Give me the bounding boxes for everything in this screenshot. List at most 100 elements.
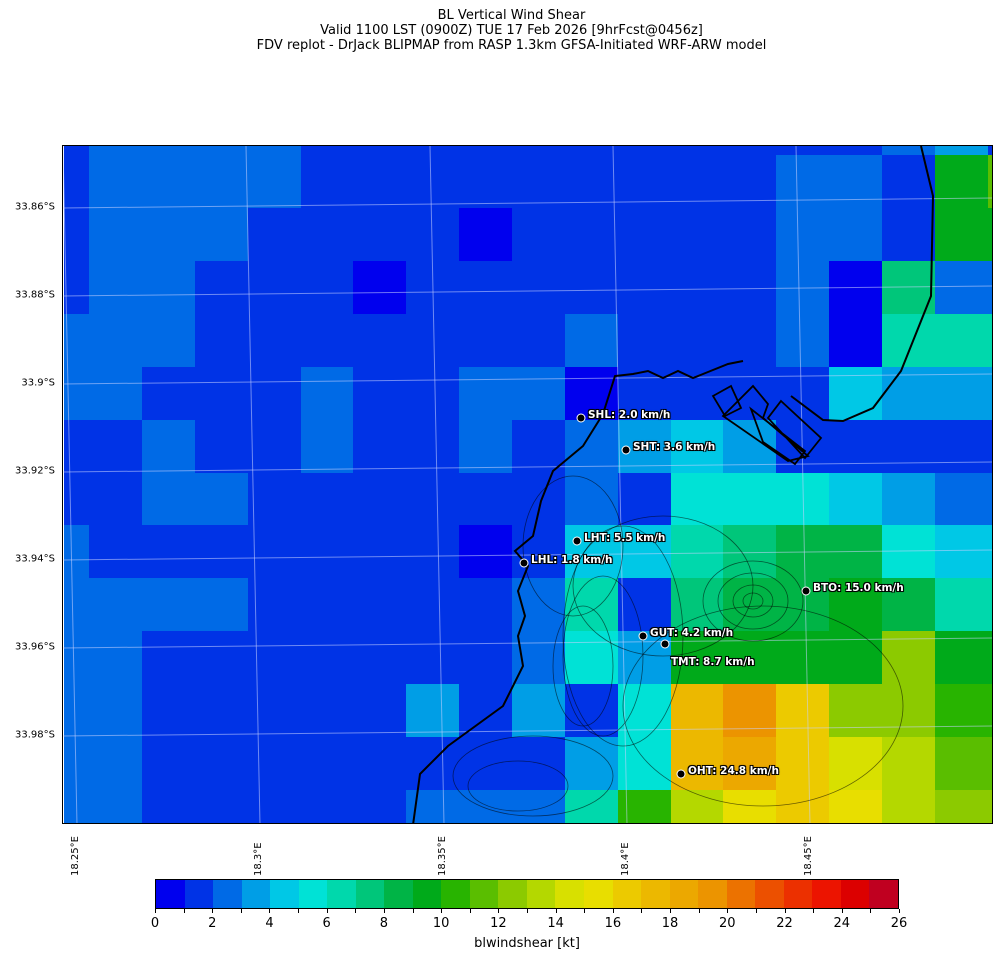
latitude-gridline — [63, 637, 992, 649]
heatmap-cell — [406, 525, 460, 579]
heatmap-cell — [353, 420, 407, 474]
heatmap-cell — [142, 737, 196, 791]
heatmap-cell — [988, 155, 992, 209]
heatmap-cell — [142, 367, 196, 421]
heatmap-cell — [618, 314, 672, 368]
heatmap-cell — [512, 420, 566, 474]
heatmap-cell — [882, 525, 936, 579]
station-marker-tmt[interactable] — [660, 639, 670, 649]
colorbar-tick — [555, 909, 557, 913]
heatmap-cell — [64, 261, 90, 315]
heatmap-cell — [671, 578, 724, 632]
colorbar-tick-label: 2 — [208, 916, 217, 931]
station-marker-gut[interactable] — [638, 631, 648, 641]
station-label-lhl: LHL: 1.8 km/h — [531, 554, 613, 566]
terrain-contour — [467, 760, 569, 812]
heatmap-cell — [988, 208, 992, 262]
heatmap-cell — [935, 790, 989, 823]
heatmap-cell — [353, 314, 407, 368]
heatmap-cell — [776, 367, 830, 421]
heatmap-cell — [195, 314, 249, 368]
station-marker-lht[interactable] — [572, 536, 582, 546]
heatmap-cell — [142, 314, 196, 368]
terrain-contour — [702, 560, 804, 642]
heatmap-cell — [618, 367, 672, 421]
heatmap-cell — [459, 790, 513, 823]
latitude-tick-label: 33.9°S — [21, 377, 55, 389]
station-marker-shl[interactable] — [576, 413, 586, 423]
heatmap-cell — [301, 473, 354, 526]
heatmap-cell — [723, 631, 777, 685]
colorbar-tick — [527, 909, 528, 913]
heatmap-cell — [882, 146, 936, 156]
station-marker-oht[interactable] — [676, 769, 686, 779]
heatmap-cell — [459, 314, 513, 368]
station-label-lht: LHT: 5.5 km/h — [584, 532, 666, 544]
heatmap-cell — [195, 420, 249, 474]
colorbar-tick — [183, 909, 185, 913]
heatmap-cell — [882, 367, 936, 421]
heatmap-cell — [882, 208, 936, 262]
colorbar-bin — [669, 880, 699, 908]
heatmap-cell — [301, 631, 354, 685]
heatmap-cell — [195, 578, 249, 632]
heatmap-cell — [406, 314, 460, 368]
heatmap-cell — [353, 146, 407, 156]
heatmap-cell — [406, 737, 460, 791]
heatmap-cell — [64, 155, 90, 209]
heatmap-cell — [565, 790, 619, 823]
title-line-3: FDV replot - DrJack BLIPMAP from RASP 1.… — [256, 38, 767, 53]
heatmap-cell — [935, 578, 989, 632]
heatmap-cell — [64, 208, 90, 262]
heatmap-cell — [723, 737, 777, 791]
station-marker-lhl[interactable] — [519, 558, 529, 568]
heatmap-cell — [988, 261, 992, 315]
heatmap-cell — [565, 525, 619, 579]
heatmap-cell — [565, 314, 619, 368]
heatmap-cell — [353, 367, 407, 421]
colorbar-tick — [584, 909, 586, 913]
heatmap-cell — [353, 261, 407, 315]
heatmap-cell — [64, 525, 90, 579]
heatmap-cell — [988, 578, 992, 632]
station-marker-bto[interactable] — [801, 586, 811, 596]
heatmap-cell — [882, 631, 936, 685]
colorbar-bin — [812, 880, 841, 908]
heatmap-cell — [565, 146, 619, 156]
station-label-bto: BTO: 15.0 km/h — [813, 582, 904, 594]
station-label-shl: SHL: 2.0 km/h — [588, 409, 671, 421]
heatmap-cell — [512, 261, 566, 315]
heatmap-cell — [618, 473, 672, 526]
heatmap-cell — [353, 631, 407, 685]
heatmap-cell — [512, 367, 566, 421]
heatmap-cell — [723, 684, 777, 738]
heatmap-cell — [301, 578, 354, 632]
terrain-contour — [522, 475, 624, 617]
colorbar-bin — [641, 880, 670, 908]
heatmap-cell — [459, 578, 513, 632]
heatmap-cell — [776, 146, 830, 156]
heatmap-cell — [406, 208, 460, 262]
heatmap-cell — [512, 473, 566, 526]
heatmap-cell — [353, 737, 407, 791]
heatmap-cell — [935, 314, 989, 368]
heatmap-cell — [406, 473, 460, 526]
heatmap-cell — [935, 367, 989, 421]
colorbar-tick — [498, 909, 500, 913]
terrain-contour — [622, 605, 904, 807]
heatmap-cell — [988, 473, 992, 526]
colorbar-tick — [841, 909, 843, 913]
heatmap-cell — [142, 631, 196, 685]
colorbar-tick — [899, 909, 900, 913]
latitude-gridline — [63, 461, 992, 473]
latitude-tick-label: 33.98°S — [15, 729, 55, 741]
longitude-tick-label: 18.4°E — [620, 842, 631, 876]
heatmap-cell — [248, 737, 302, 791]
station-label-sht: SHT: 3.6 km/h — [633, 441, 716, 453]
station-marker-sht[interactable] — [621, 445, 631, 455]
heatmap-cell — [671, 525, 724, 579]
heatmap-cell — [671, 208, 724, 262]
heatmap-cell — [988, 314, 992, 368]
heatmap-cell — [565, 420, 619, 474]
terrain-contour — [717, 572, 789, 630]
